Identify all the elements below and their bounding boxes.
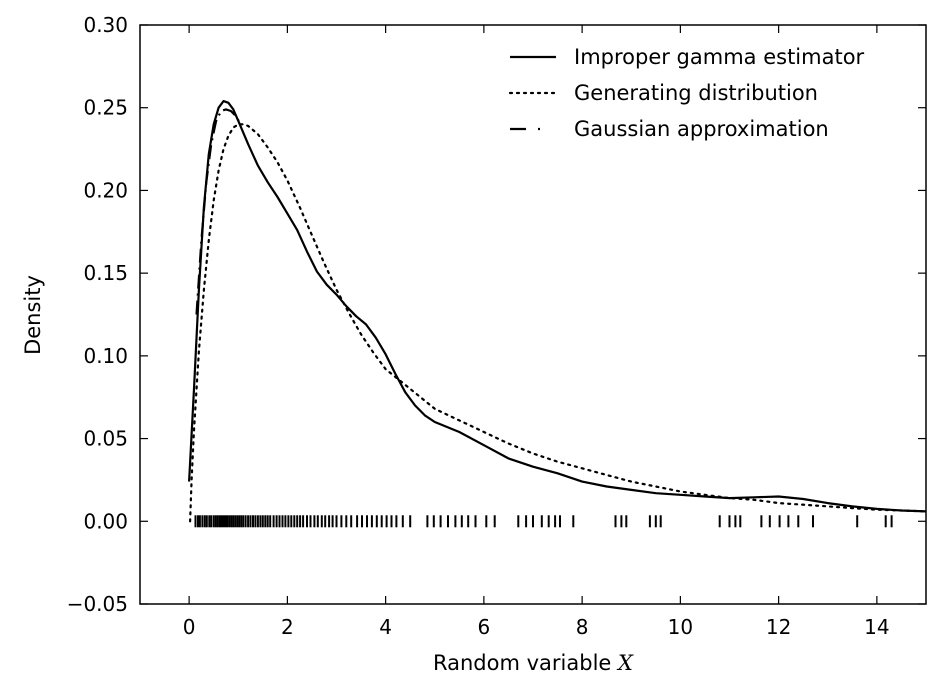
y-axis-label: Density [21, 275, 45, 355]
legend-label-1: Improper gamma estimator [574, 45, 865, 69]
y-tick-label: 0.30 [83, 13, 128, 37]
plot-area [188, 100, 926, 528]
y-tick-label: 0.15 [83, 261, 128, 285]
x-tick-label: 6 [478, 615, 491, 639]
legend-label-3: Gaussian approximation [574, 117, 829, 141]
x-tick-label: 14 [864, 615, 889, 639]
axis-ticks: 0 2 4 6 8 10 12 14 −0.05 0.00 0.05 0.10 0.15 0.20 0.25… [67, 13, 926, 639]
rug-marks [194, 515, 893, 528]
x-tick-label: 8 [576, 615, 589, 639]
y-tick-label: 0.00 [83, 509, 128, 533]
y-tick-label: 0.25 [83, 96, 128, 120]
y-tick-label: 0.10 [83, 344, 128, 368]
series-line-1 [188, 100, 926, 513]
legend: Improper gamma estimator Generating distr… [508, 45, 865, 141]
x-axis-label: Random variable X [433, 651, 634, 675]
legend-label-2: Generating distribution [574, 81, 818, 105]
x-axis-symbol: X [616, 651, 634, 675]
x-tick-label: 12 [766, 615, 791, 639]
series-line-2 [189, 123, 926, 523]
x-tick-label: 0 [183, 615, 196, 639]
x-tick-label: 4 [379, 615, 392, 639]
x-tick-label: 2 [281, 615, 294, 639]
series-line-3 [195, 108, 242, 315]
axes-frame [139, 24, 927, 605]
y-tick-label: 0.20 [83, 178, 128, 202]
x-tick-label: 10 [668, 615, 693, 639]
y-tick-label: 0.05 [83, 427, 128, 451]
y-tick-label: −0.05 [67, 592, 128, 616]
